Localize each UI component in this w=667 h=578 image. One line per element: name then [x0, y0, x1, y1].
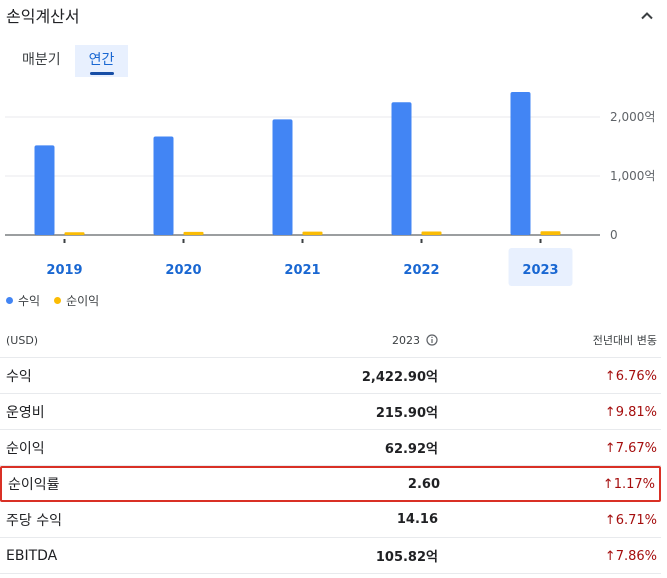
legend-item-net-income: 순이익: [54, 292, 99, 309]
change-header: 전년대비 변동: [592, 334, 657, 347]
table-row[interactable]: 순이익률 2.60 ↑1.17%: [0, 466, 661, 502]
row-value: 62.92억: [384, 442, 438, 457]
legend-dot-revenue: [6, 297, 13, 304]
row-change: ↑6.71%: [438, 512, 661, 528]
x-tick-label[interactable]: 2019: [46, 263, 82, 278]
x-tick-label[interactable]: 2020: [165, 263, 201, 278]
change-up-arrow-icon: ↑: [602, 477, 614, 492]
row-change-value: 7.86%: [615, 548, 657, 564]
row-value: 2.60: [407, 476, 440, 492]
x-tick-label[interactable]: 2023: [522, 263, 558, 278]
year-header-label: 2023: [392, 333, 420, 347]
row-change-value: 9.81%: [615, 404, 657, 420]
income-table: (USD) 2023 전년대비 변동 수익 2,422.90억 ↑6.76% 운영비 2…: [0, 323, 661, 574]
row-label: 운영비: [6, 404, 45, 421]
row-change-value: 6.71%: [615, 512, 657, 528]
row-value: 14.16: [396, 512, 438, 527]
row-label: EBITDA: [6, 547, 58, 564]
table-row[interactable]: 순이익 62.92억 ↑7.67%: [0, 430, 661, 466]
revenue-bar[interactable]: [34, 145, 55, 235]
legend-dot-net-income: [54, 297, 62, 304]
net-income-bar[interactable]: [540, 231, 561, 235]
x-tick-label[interactable]: 2022: [403, 263, 439, 278]
row-change: ↑1.17%: [440, 476, 659, 492]
revenue-bar[interactable]: [153, 136, 174, 235]
row-change: ↑9.81%: [438, 404, 661, 420]
table-row[interactable]: EBITDA 105.82억 ↑7.86%: [0, 538, 661, 574]
tab-quarterly[interactable]: 매분기: [22, 52, 61, 68]
revenue-bar[interactable]: [391, 102, 412, 235]
net-income-bar[interactable]: [64, 232, 85, 235]
row-change-value: 6.76%: [615, 368, 657, 384]
x-tick-label[interactable]: 2021: [284, 263, 320, 278]
table-header: (USD) 2023 전년대비 변동: [0, 323, 661, 358]
income-statement-header: 손익계산서: [6, 6, 655, 30]
legend-label-net-income: 순이익: [66, 294, 100, 308]
row-label: 수익: [6, 368, 32, 385]
tab-annual[interactable]: 연간: [74, 45, 129, 77]
table-row[interactable]: 운영비 215.90억 ↑9.81%: [0, 394, 661, 430]
row-change-value: 1.17%: [613, 477, 655, 492]
row-value: 215.90억: [375, 406, 438, 421]
table-body: 수익 2,422.90억 ↑6.76% 운영비 215.90억 ↑9.81% 순이익 62.9…: [0, 358, 661, 574]
change-up-arrow-icon: ↑: [604, 440, 616, 456]
chevron-up-icon[interactable]: [639, 8, 655, 24]
change-up-arrow-icon: ↑: [604, 548, 616, 564]
revenue-bar[interactable]: [272, 119, 293, 235]
table-row[interactable]: 수익 2,422.90억 ↑6.76%: [0, 358, 661, 394]
change-up-arrow-icon: ↑: [604, 368, 616, 384]
row-change: ↑7.86%: [438, 548, 661, 564]
selected-year-highlight: [508, 248, 573, 286]
legend-label-revenue: 수익: [18, 294, 41, 308]
section-title: 손익계산서: [6, 7, 80, 26]
row-label: 순이익: [6, 440, 45, 457]
y-tick-label: 1,000억: [610, 169, 655, 183]
row-label: 주당 수익: [6, 512, 62, 529]
info-icon[interactable]: [426, 334, 438, 346]
row-label: 순이익률: [8, 477, 60, 493]
row-value: 2,422.90억: [361, 370, 438, 385]
change-up-arrow-icon: ↑: [604, 404, 616, 420]
table-row[interactable]: 주당 수익 14.16 ↑6.71%: [0, 502, 661, 538]
period-tabs: 매분기 연간: [8, 45, 129, 77]
year-header: 2023: [230, 334, 438, 347]
revenue-bar[interactable]: [510, 92, 531, 236]
change-up-arrow-icon: ↑: [604, 512, 616, 528]
currency-label: (USD): [6, 333, 39, 347]
row-change: ↑7.67%: [438, 440, 661, 456]
net-income-bar[interactable]: [421, 231, 442, 235]
legend-item-revenue: 수익: [6, 292, 40, 309]
net-income-bar[interactable]: [302, 231, 323, 235]
y-tick-label: 2,000억: [610, 110, 655, 124]
row-value: 105.82억: [375, 550, 438, 565]
y-tick-label: 0: [610, 228, 618, 242]
chart-legend: 수익 순이익: [6, 292, 99, 309]
row-change: ↑6.76%: [438, 368, 661, 384]
revenue-chart: 2,000억 1,000억 0 2019 2020 2021 2022 2023: [5, 92, 655, 286]
net-income-bar[interactable]: [183, 231, 204, 235]
row-change-value: 7.67%: [615, 440, 657, 456]
